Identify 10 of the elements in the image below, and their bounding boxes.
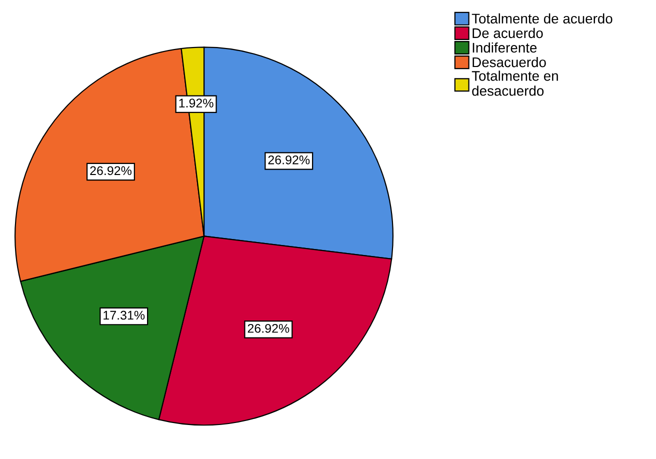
legend-label: Indiferente <box>472 42 537 53</box>
legend-label: Desacuerdo <box>472 56 546 68</box>
data-label: 26.92% <box>268 155 310 164</box>
legend-label: Totalmente de acuerdo <box>472 13 612 24</box>
legend-label: Totalmente en desacuerdo <box>472 70 558 96</box>
data-label: 26.92% <box>90 166 132 176</box>
data-label: 17.31% <box>104 310 145 320</box>
legend-label: De acuerdo <box>472 28 543 38</box>
data-label: 1.92% <box>179 98 214 108</box>
data-label: 26.92% <box>248 324 290 333</box>
